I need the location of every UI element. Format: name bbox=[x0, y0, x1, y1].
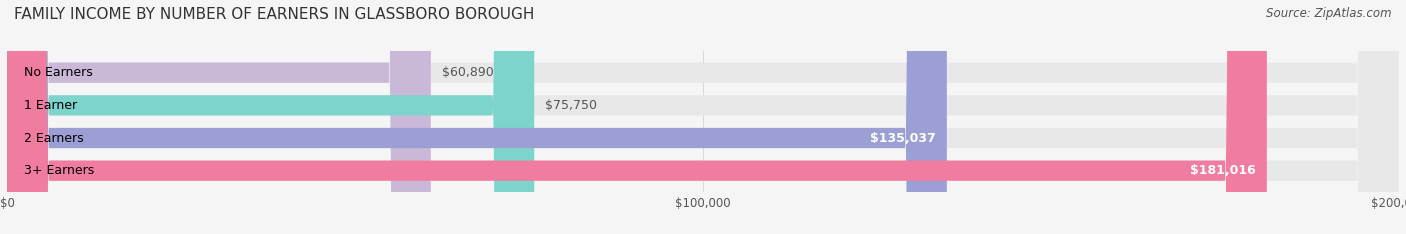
Text: 1 Earner: 1 Earner bbox=[24, 99, 77, 112]
FancyBboxPatch shape bbox=[7, 0, 1399, 234]
FancyBboxPatch shape bbox=[7, 0, 946, 234]
Text: $181,016: $181,016 bbox=[1189, 164, 1256, 177]
Text: Source: ZipAtlas.com: Source: ZipAtlas.com bbox=[1267, 7, 1392, 20]
Text: No Earners: No Earners bbox=[24, 66, 93, 79]
FancyBboxPatch shape bbox=[7, 0, 1399, 234]
Text: FAMILY INCOME BY NUMBER OF EARNERS IN GLASSBORO BOROUGH: FAMILY INCOME BY NUMBER OF EARNERS IN GL… bbox=[14, 7, 534, 22]
FancyBboxPatch shape bbox=[7, 0, 534, 234]
FancyBboxPatch shape bbox=[7, 0, 1399, 234]
Text: $135,037: $135,037 bbox=[870, 132, 936, 145]
FancyBboxPatch shape bbox=[7, 0, 1399, 234]
Text: 3+ Earners: 3+ Earners bbox=[24, 164, 94, 177]
Text: 2 Earners: 2 Earners bbox=[24, 132, 83, 145]
Text: $60,890: $60,890 bbox=[441, 66, 494, 79]
Text: $75,750: $75,750 bbox=[546, 99, 598, 112]
FancyBboxPatch shape bbox=[7, 0, 1267, 234]
FancyBboxPatch shape bbox=[7, 0, 430, 234]
